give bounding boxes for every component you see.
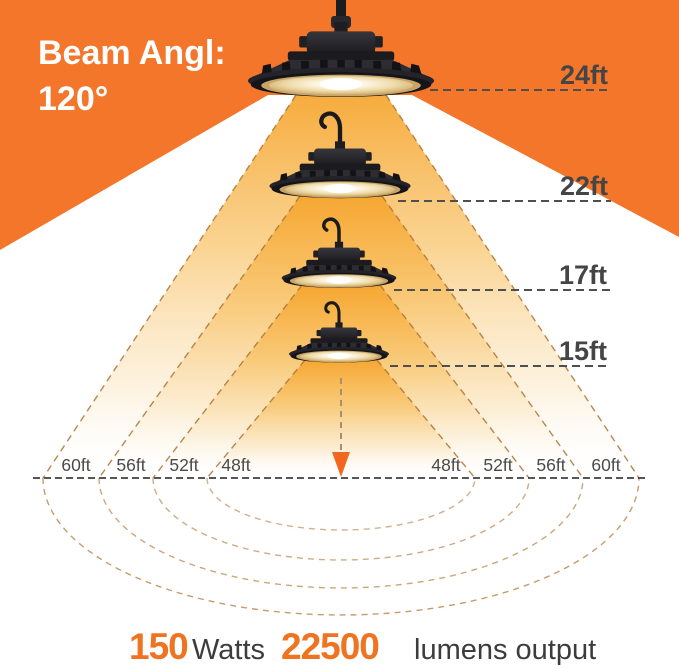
coverage-arc-60ft xyxy=(42,477,640,616)
coverage-arc-52ft xyxy=(152,477,530,561)
lumens-value: 22500 xyxy=(281,626,379,667)
height-callout-24ft: 24ft xyxy=(430,60,612,91)
height-label-24ft: 24ft xyxy=(560,60,608,90)
floor-label-right-48ft: 48ft xyxy=(431,455,460,475)
floor-label-left-52ft: 52ft xyxy=(169,455,198,475)
watts-value: 150 xyxy=(129,626,188,667)
watts-unit: Watts xyxy=(192,634,265,666)
beam-angle-title: Beam Angl: 120° xyxy=(38,34,226,118)
power-cable xyxy=(336,0,346,26)
height-callout-22ft: 22ft xyxy=(398,171,611,202)
beam-cone-48ft xyxy=(206,359,476,479)
coverage-arc-56ft xyxy=(98,477,584,589)
coverage-arcs xyxy=(42,477,640,616)
coverage-arc-48ft xyxy=(206,477,476,531)
lumens-unit: lumens output xyxy=(414,634,596,666)
height-callout-15ft: 15ft xyxy=(390,336,609,367)
height-callout-17ft: 17ft xyxy=(394,260,610,291)
height-label-15ft: 15ft xyxy=(559,336,607,366)
floor-scale-labels: 60ft 56ft 52ft 48ft 48ft 52ft 56ft 60ft xyxy=(61,455,620,475)
beam-angle-title-line1: Beam Angl: xyxy=(38,34,226,72)
floor-label-right-60ft: 60ft xyxy=(591,455,620,475)
orange-banner-shape xyxy=(0,0,679,250)
beam-angle-title-line2: 120° xyxy=(38,80,108,118)
floor-label-left-60ft: 60ft xyxy=(61,455,90,475)
down-arrow-icon xyxy=(332,452,350,477)
height-label-22ft: 22ft xyxy=(560,171,608,201)
floor-label-right-56ft: 56ft xyxy=(536,455,565,475)
floor-label-left-56ft: 56ft xyxy=(116,455,145,475)
height-callouts: 24ft 22ft 17ft 15ft xyxy=(390,60,612,367)
floor-label-left-48ft: 48ft xyxy=(221,455,250,475)
ufo-light-24ft xyxy=(247,0,435,97)
footer-specs: 150 Watts 22500 lumens output xyxy=(129,626,596,667)
height-label-17ft: 17ft xyxy=(559,260,607,290)
floor-label-right-52ft: 52ft xyxy=(483,455,512,475)
